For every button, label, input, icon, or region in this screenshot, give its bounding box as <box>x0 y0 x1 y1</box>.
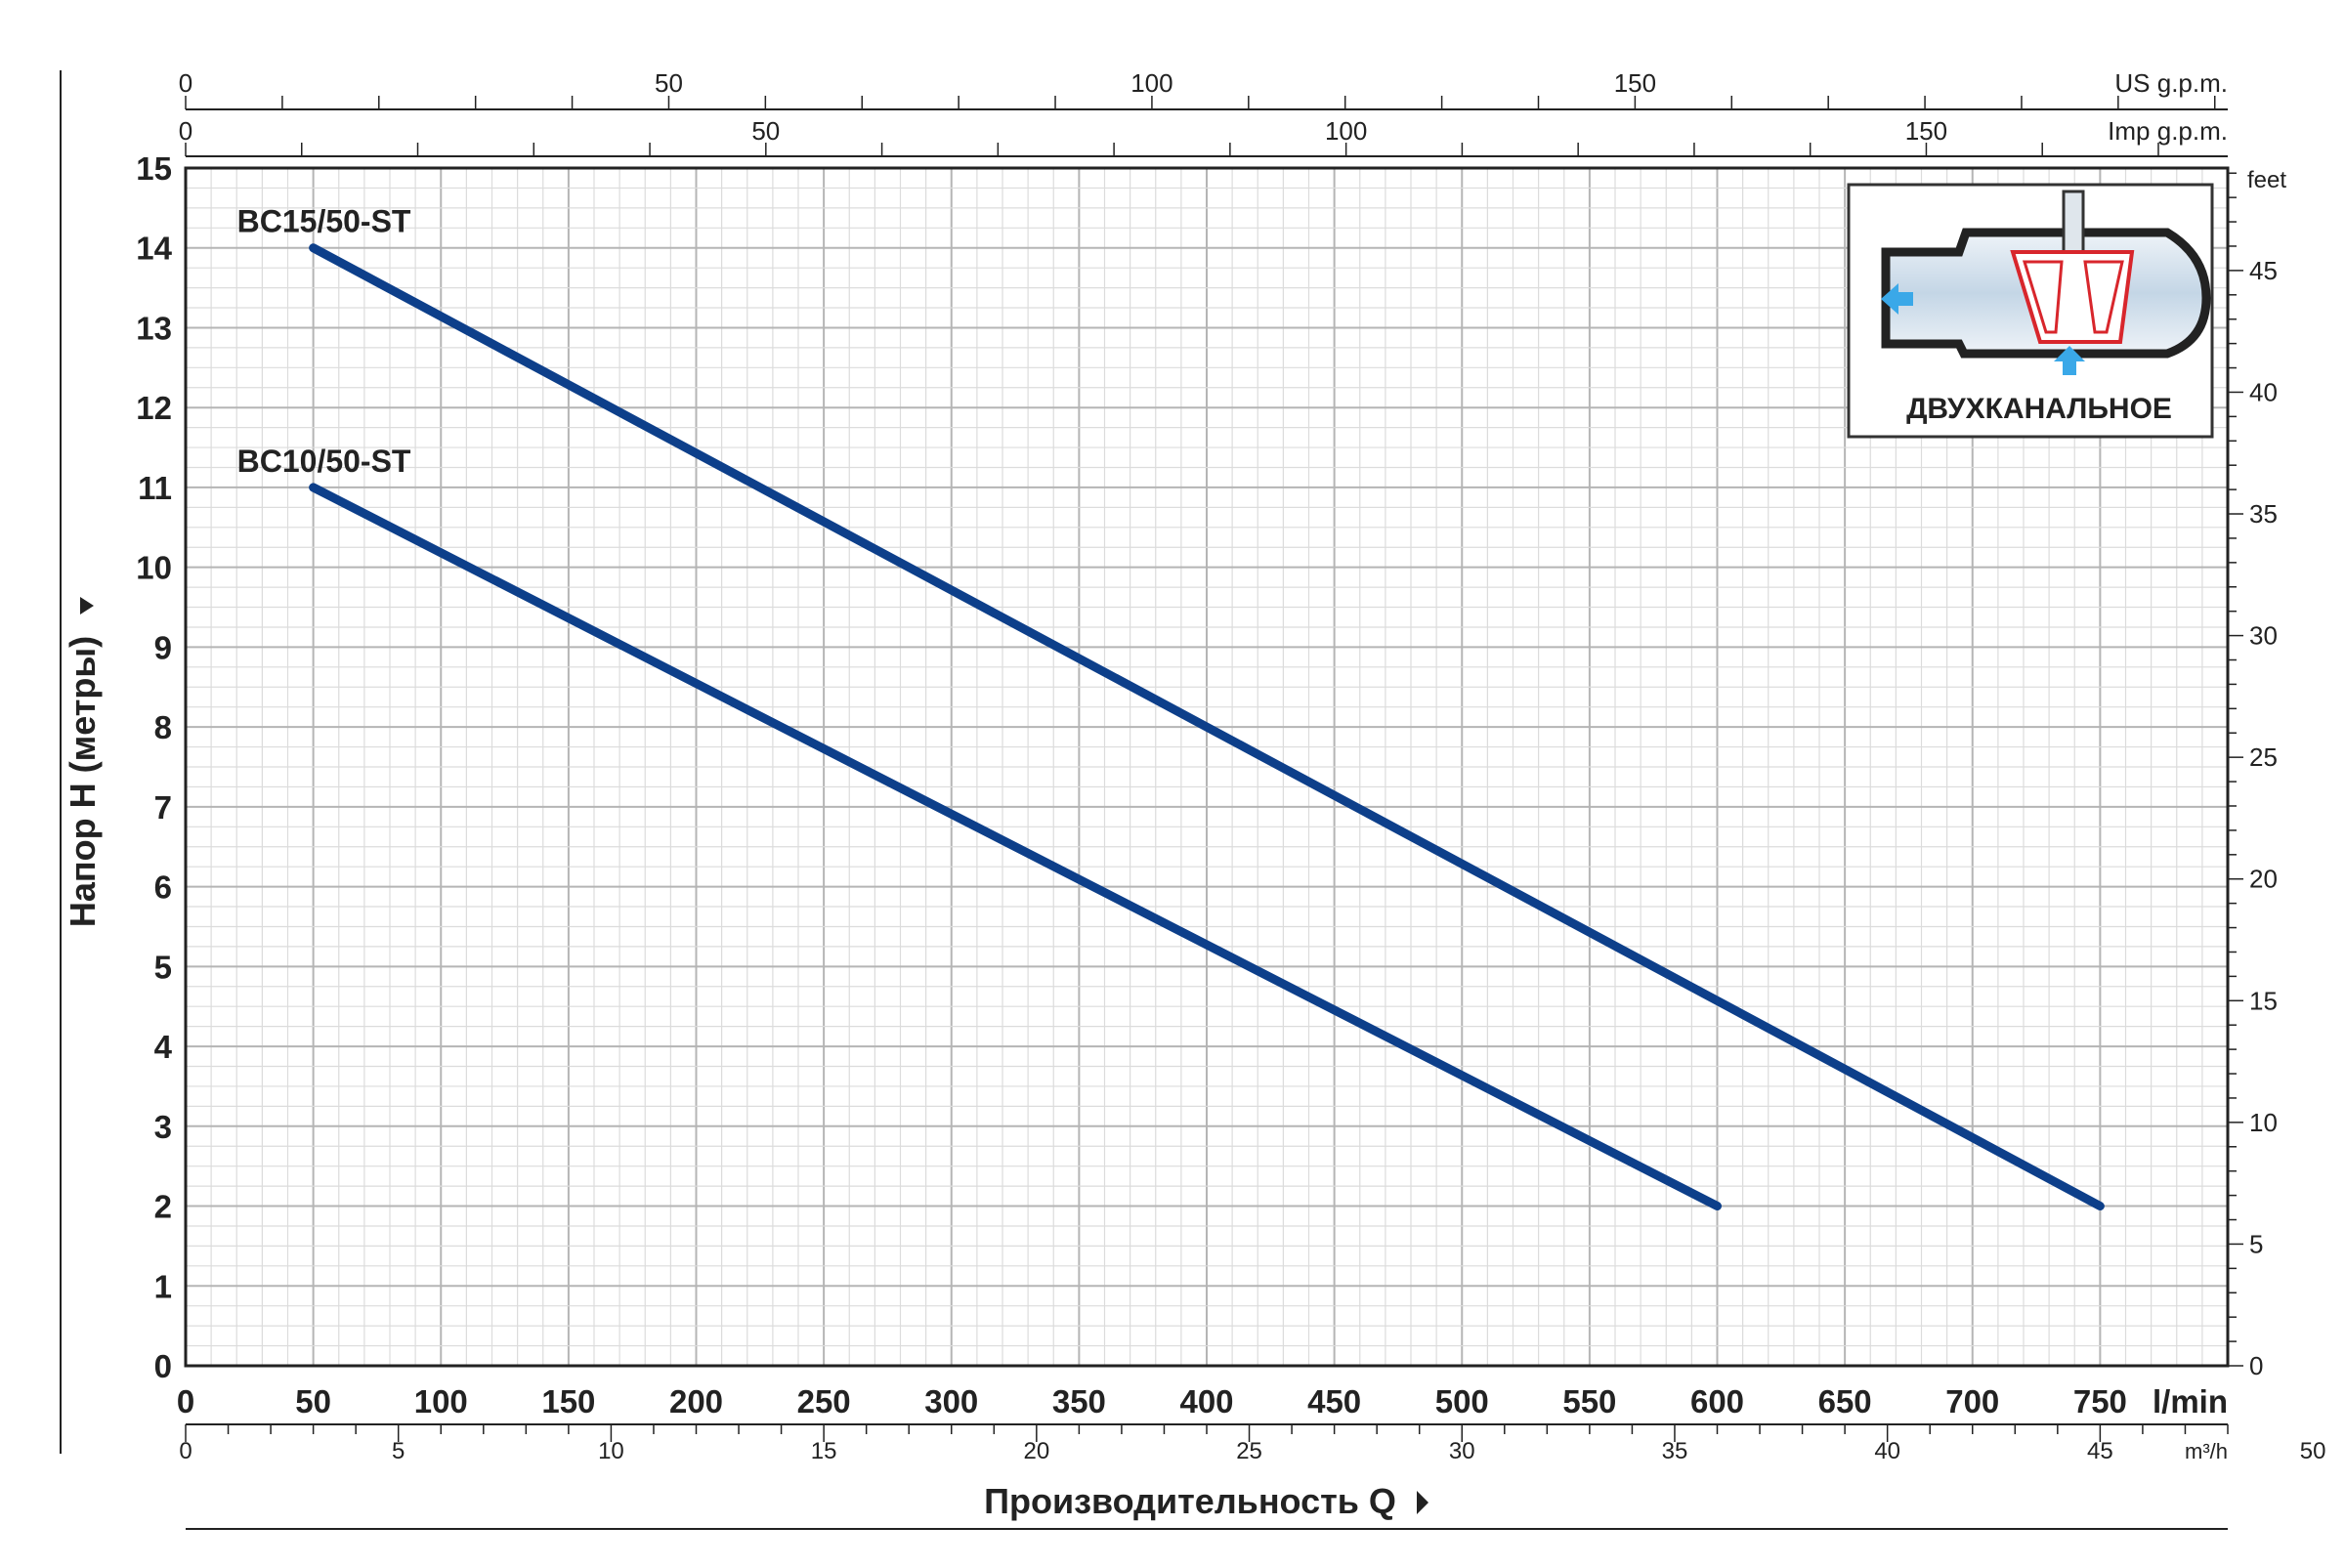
series-layer: BC15/50-ST BC10/50-ST <box>237 204 2105 1211</box>
m3h-tick-label: 45 <box>2087 1438 2113 1464</box>
feet-tick-label: 40 <box>2249 377 2278 406</box>
m3h-tick-label: 25 <box>1236 1438 1262 1464</box>
x-tick-label: 550 <box>1562 1383 1616 1420</box>
m3h-tick-label: 40 <box>1874 1438 1900 1464</box>
x-tick-label: 750 <box>2073 1383 2127 1420</box>
us-unit-label: US g.p.m. <box>2114 68 2228 98</box>
feet-tick-label: 25 <box>2249 742 2278 772</box>
imp-unit-label: Imp g.p.m. <box>2108 116 2228 146</box>
y-axis-label: Напор H (метры) <box>63 636 103 927</box>
feet-unit-label: feet <box>2247 167 2286 193</box>
x-tick-label: 0 <box>177 1383 194 1420</box>
us-tick-label: 150 <box>1614 68 1656 98</box>
x-tick-label: 350 <box>1052 1383 1106 1420</box>
imp-tick-label: 50 <box>751 116 780 146</box>
imp-tick-label: 150 <box>1905 116 1947 146</box>
y-axis-arrow-icon <box>80 597 94 614</box>
plot-border <box>184 166 2230 1368</box>
y-tick-label: 15 <box>136 150 172 187</box>
y-tick-label: 1 <box>154 1268 172 1304</box>
us-tick-label: 0 <box>179 68 192 98</box>
impeller-inset: ДВУХКАНАЛЬНОЕ <box>1847 183 2214 439</box>
series-line <box>309 483 1722 1211</box>
x-tick-label: 400 <box>1179 1383 1233 1420</box>
x-unit-label: l/min <box>2153 1383 2228 1420</box>
x-tick-label: 600 <box>1690 1383 1744 1420</box>
m3h-tick-label: 10 <box>598 1438 624 1464</box>
series-line <box>309 243 2105 1211</box>
y-tick-label: 11 <box>138 470 172 506</box>
y-tick-label: 6 <box>154 869 172 906</box>
x-axis-label: Производительность Q <box>984 1481 1396 1521</box>
x-tick-label: 450 <box>1307 1383 1361 1420</box>
y-tick-label: 10 <box>136 550 172 586</box>
feet-tick-label: 35 <box>2249 499 2278 529</box>
feet-tick-label: 30 <box>2249 621 2278 651</box>
m3h-tick-label: 5 <box>392 1438 405 1464</box>
x-tick-label: 100 <box>414 1383 468 1420</box>
x-tick-label: 650 <box>1818 1383 1872 1420</box>
y-tick-label: 3 <box>154 1109 172 1145</box>
y-tick-label: 7 <box>154 789 172 826</box>
imp-tick-label: 100 <box>1325 116 1367 146</box>
y-tick-label: 4 <box>154 1029 173 1065</box>
y-tick-label: 13 <box>136 310 172 346</box>
x-tick-label: 500 <box>1435 1383 1489 1420</box>
us-tick-label: 50 <box>655 68 683 98</box>
imp-tick-label: 0 <box>179 116 192 146</box>
y-tick-label: 12 <box>136 390 172 426</box>
feet-tick-label: 15 <box>2249 986 2278 1015</box>
feet-tick-label: 0 <box>2249 1351 2263 1380</box>
us-tick-label: 100 <box>1130 68 1172 98</box>
y-tick-label: 8 <box>154 709 172 745</box>
two-channel-impeller-icon <box>1881 190 2211 375</box>
y-tick-label: 9 <box>154 629 172 665</box>
x-tick-label: 300 <box>924 1383 978 1420</box>
x-tick-label: 250 <box>797 1383 851 1420</box>
m3h-tick-label: 20 <box>1023 1438 1049 1464</box>
y-tick-label: 0 <box>154 1348 172 1384</box>
series-label: BC10/50-ST <box>237 444 411 479</box>
feet-tick-label: 45 <box>2249 256 2278 285</box>
y-tick-label: 5 <box>154 949 172 985</box>
series-label: BC15/50-ST <box>237 204 411 239</box>
x-tick-label: 150 <box>541 1383 595 1420</box>
m3h-tick-label: 0 <box>179 1438 192 1464</box>
y-tick-label: 2 <box>154 1189 172 1225</box>
m3h-tick-label: 35 <box>1662 1438 1688 1464</box>
m3h-tick-label: 30 <box>1449 1438 1475 1464</box>
feet-tick-label: 10 <box>2249 1108 2278 1137</box>
x-axis-arrow-icon <box>1417 1491 1428 1514</box>
m3h-tick-label: 50 <box>2300 1438 2326 1464</box>
m3h-tick-label: 15 <box>811 1438 837 1464</box>
x-tick-label: 50 <box>295 1383 331 1420</box>
y-tick-label: 14 <box>136 231 172 267</box>
feet-tick-label: 20 <box>2249 865 2278 894</box>
x-tick-label: 700 <box>1945 1383 1999 1420</box>
m3h-unit-label: m³/h <box>2185 1439 2228 1463</box>
feet-tick-label: 5 <box>2249 1229 2263 1258</box>
inset-caption: ДВУХКАНАЛЬНОЕ <box>1906 393 2172 425</box>
x-tick-label: 200 <box>669 1383 723 1420</box>
